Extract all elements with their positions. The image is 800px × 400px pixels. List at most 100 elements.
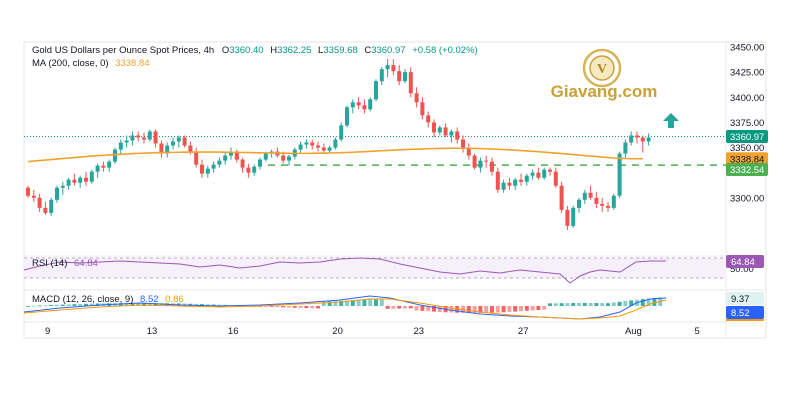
candle-body (165, 145, 170, 154)
candle-body (443, 127, 448, 136)
macd-hist-bar (321, 301, 326, 306)
y-tick-label: 3450.00 (730, 43, 764, 54)
candle-body (211, 164, 216, 169)
macd-hist-bar (606, 303, 610, 306)
rsi-price-tag (726, 255, 764, 268)
candle-body (536, 172, 541, 178)
svg-text:Gold US Dollars per Ounce Spot: Gold US Dollars per Ounce Spot Prices, 4… (32, 45, 478, 56)
chart-frame (23, 41, 767, 339)
candle-body (321, 147, 326, 151)
candle-body (101, 165, 106, 168)
macd-hist-bar (281, 306, 286, 308)
open-value: 3360.40 (229, 45, 263, 56)
macd-hist-bar (559, 303, 564, 306)
candle-body (571, 207, 576, 226)
candle-body (147, 131, 152, 140)
candle-body (136, 135, 141, 138)
macd-hist-bar (310, 306, 315, 309)
macd-hist-bar (391, 306, 396, 309)
price-tag-ma-label: 3338.84 (730, 154, 764, 165)
candle-body (582, 192, 587, 200)
macd-hist-bar (617, 301, 622, 306)
candle-body (333, 139, 338, 148)
candle-body (159, 143, 164, 154)
macd-hist-bar (60, 304, 65, 306)
macd-hist-bar (374, 299, 378, 306)
macd-hist-bar (501, 306, 506, 313)
candle-body (263, 153, 268, 160)
y-tick-label: 3425.00 (730, 68, 764, 79)
brand-watermark: Giavang.com (551, 82, 658, 101)
candle-body (466, 147, 471, 156)
time-axis: 9 13 16 20 23 27 Aug 5 (45, 326, 700, 337)
x-tick-label: 9 (45, 326, 50, 337)
candle-body (356, 102, 361, 106)
svg-text:RSI (14) 64.84: RSI (14) 64.84 (32, 258, 98, 269)
macd-hist-bar (582, 303, 587, 306)
candle-body (217, 160, 222, 165)
macd-hist-bar (472, 306, 477, 313)
ma-label: MA (200, close, 0) (32, 58, 109, 69)
candle-body (565, 209, 570, 226)
candle-body (437, 127, 442, 133)
candle-body (78, 177, 83, 183)
macd-hist-bar (142, 303, 146, 306)
macd-hist-bar (397, 306, 402, 309)
ma-value: 3338.84 (115, 58, 149, 69)
ma200-line (27, 147, 643, 163)
candle-body (472, 155, 477, 168)
macd-panel: MACD (12, 26, close, 9) 8.52 0.86 9.37 8… (23, 292, 764, 321)
candle-body (391, 65, 396, 72)
candle-body (484, 160, 489, 162)
candle-body (408, 72, 413, 94)
candle-body (559, 185, 564, 210)
macd-hist-bar (66, 304, 71, 306)
candle-body (234, 151, 239, 160)
macd-hist-bar (368, 299, 373, 306)
candle-body (646, 137, 651, 142)
macd-hist-bar (147, 303, 152, 306)
macd-hist-value: 0.86 (165, 294, 184, 305)
candle-body (316, 145, 320, 148)
candle-body (501, 182, 506, 190)
macd-hist-bar (327, 301, 332, 306)
candle-body (345, 107, 349, 126)
candle-body (635, 135, 639, 138)
candle-body (95, 165, 100, 172)
candle-body (623, 142, 628, 154)
candle-body (72, 179, 77, 183)
macd-hist-bar (269, 306, 274, 307)
candle-body (414, 93, 419, 103)
macd-hist-bar (292, 306, 297, 308)
candle-body (600, 203, 605, 206)
low-label: L (318, 45, 323, 56)
macd-hist-bar (130, 303, 135, 306)
candle-body (124, 140, 129, 143)
candle-body (37, 197, 42, 208)
candle-body (298, 144, 303, 150)
candle-body (327, 147, 332, 151)
macd-hist-bar (379, 298, 384, 306)
candle-body (519, 179, 523, 182)
macd-hist-bar (78, 303, 83, 306)
x-tick-label: 5 (695, 326, 700, 337)
macd-hist-bar (484, 306, 489, 313)
macd-hist-bar (414, 306, 419, 311)
symbol-title: Gold US Dollars per Ounce Spot Prices, 4… (32, 45, 214, 56)
candle-body (304, 142, 309, 145)
open-label: O (222, 45, 229, 56)
macd-hist-bar (304, 306, 309, 309)
macd-hist-bar (553, 303, 558, 306)
macd-hist-bar (350, 300, 355, 306)
rsi-panel: RSI (14) 64.84 50.00 64.84 (23, 255, 764, 284)
candle-body (281, 155, 286, 161)
price-tag-support (726, 163, 768, 177)
macd-value: 8.52 (140, 294, 159, 305)
candle-body (478, 160, 483, 168)
candle-body (397, 71, 402, 82)
macd-hist-bar (588, 303, 593, 306)
macd-hist-bar (43, 305, 48, 307)
macd-hist-bar (519, 306, 523, 312)
x-tick-label: 20 (332, 326, 343, 337)
